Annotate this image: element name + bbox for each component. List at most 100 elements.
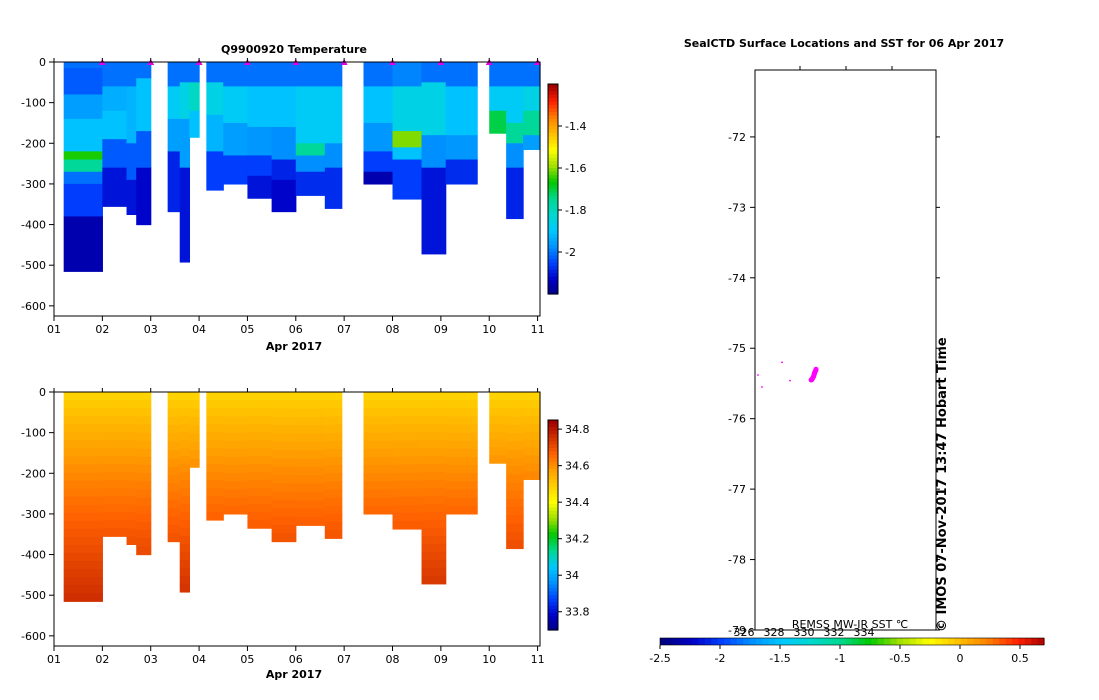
temperature-xtick-label: 06 bbox=[289, 323, 303, 336]
temperature-cell bbox=[63, 151, 103, 161]
salinity-cell bbox=[295, 483, 326, 493]
salinity-cell bbox=[506, 490, 524, 500]
salinity-cell bbox=[126, 512, 137, 521]
temperature-xtick-label: 02 bbox=[95, 323, 109, 336]
sst-colorbar-step bbox=[922, 638, 930, 645]
temperature-colorbar-step bbox=[548, 157, 558, 162]
salinity-colorbar-step bbox=[548, 423, 558, 428]
salinity-cell bbox=[126, 504, 137, 513]
salinity-cell bbox=[295, 392, 326, 401]
salinity-cell bbox=[363, 497, 394, 507]
salinity-colorbar-step bbox=[548, 595, 558, 600]
salinity-xtick-label: 03 bbox=[144, 653, 158, 666]
temperature-cell bbox=[421, 62, 447, 83]
salinity-colorbar-step bbox=[548, 521, 558, 526]
salinity-cell bbox=[63, 392, 103, 401]
sst-colorbar-step bbox=[1012, 638, 1019, 645]
temperature-colorbar-step bbox=[548, 238, 558, 243]
salinity-cell bbox=[136, 546, 152, 556]
salinity-cell bbox=[63, 416, 103, 425]
salinity-cell bbox=[126, 448, 137, 457]
temperature-cell bbox=[63, 68, 103, 96]
salinity-cell bbox=[445, 424, 478, 434]
salinity-colorbar-step bbox=[548, 476, 558, 481]
salinity-colorbar-step bbox=[548, 623, 558, 628]
salinity-cell bbox=[324, 497, 343, 507]
salinity-cell bbox=[489, 407, 507, 417]
temperature-cells bbox=[63, 62, 541, 272]
sst-colorbar-label: REMSS MW-IR SST ℃ bbox=[792, 618, 908, 631]
salinity-cell bbox=[363, 432, 394, 442]
temperature-colorbar-step bbox=[548, 196, 558, 201]
salinity-cell bbox=[489, 455, 507, 464]
temperature-xtick-label: 01 bbox=[47, 323, 61, 336]
temperature-cell bbox=[179, 167, 191, 263]
salinity-cell bbox=[189, 442, 200, 452]
salinity-cell bbox=[506, 416, 524, 426]
salinity-colorbar-step bbox=[548, 479, 558, 484]
temperature-cell bbox=[489, 86, 507, 112]
salinity-cell bbox=[167, 433, 181, 443]
salinity-colorbar-step bbox=[548, 518, 558, 523]
salinity-cell bbox=[506, 408, 524, 418]
salinity-cell bbox=[392, 480, 423, 490]
salinity-cell bbox=[421, 527, 447, 537]
salinity-cell bbox=[179, 551, 191, 561]
temperature-colorbar-step bbox=[548, 248, 558, 253]
salinity-colorbar-tick-label: 34.8 bbox=[565, 423, 590, 436]
salinity-cell bbox=[167, 450, 181, 460]
temperature-cell bbox=[189, 110, 200, 138]
sst-colorbar-step bbox=[666, 638, 674, 645]
temperature-colorbar-step bbox=[548, 266, 558, 271]
temperature-colorbar-step bbox=[548, 87, 558, 92]
salinity-cell bbox=[126, 424, 137, 433]
salinity-cell bbox=[523, 439, 541, 449]
temperature-cell bbox=[126, 179, 137, 215]
salinity-cell bbox=[506, 531, 524, 541]
temperature-cell bbox=[271, 127, 297, 161]
salinity-colorbar-step bbox=[548, 455, 558, 460]
salinity-colorbar-step bbox=[548, 619, 558, 624]
salinity-colorbar-step bbox=[548, 525, 558, 530]
salinity-cell bbox=[523, 431, 541, 441]
temperature-xtick-label: 07 bbox=[337, 323, 351, 336]
salinity-cell bbox=[223, 400, 249, 409]
salinity-cell bbox=[102, 512, 128, 521]
salinity-cell bbox=[206, 432, 224, 441]
salinity-colorbar-step bbox=[548, 483, 558, 488]
salinity-cell bbox=[363, 424, 394, 434]
salinity-cell bbox=[247, 432, 273, 441]
salinity-cell bbox=[324, 505, 343, 515]
salinity-cell bbox=[363, 416, 394, 426]
salinity-cell bbox=[421, 439, 447, 449]
sst-colorbar-step bbox=[884, 638, 891, 645]
salinity-cell bbox=[506, 466, 524, 475]
temperature-cell bbox=[324, 143, 343, 169]
salinity-cell bbox=[363, 440, 394, 450]
salinity-cell bbox=[506, 457, 524, 467]
salinity-cell bbox=[167, 524, 181, 534]
sst-colorbar-step bbox=[954, 638, 962, 645]
sst-colorbar-step bbox=[890, 638, 898, 645]
temperature-xtick-label: 11 bbox=[531, 323, 545, 336]
salinity-cell bbox=[206, 488, 224, 497]
sst-colorbar-step bbox=[762, 638, 770, 645]
salinity-ytick-label: 0 bbox=[39, 386, 46, 399]
sst-colorbar-step bbox=[1037, 638, 1045, 645]
temperature-xtick-label: 09 bbox=[434, 323, 448, 336]
sst-colorbar-step bbox=[756, 638, 763, 645]
salinity-ytick-label: -200 bbox=[21, 467, 46, 480]
temperature-cell bbox=[392, 131, 423, 148]
salinity-cell bbox=[63, 408, 103, 417]
salinity-cell bbox=[223, 465, 249, 474]
temperature-cell bbox=[102, 167, 128, 207]
salinity-cell bbox=[63, 488, 103, 498]
salinity-colorbar-step bbox=[548, 581, 558, 586]
temperature-cell bbox=[179, 118, 191, 169]
salinity-colorbar-step bbox=[548, 444, 558, 449]
sst-colorbar-step bbox=[820, 638, 827, 645]
salinity-cell bbox=[102, 488, 128, 497]
salinity-cell bbox=[179, 463, 191, 473]
salinity-colorbar-step bbox=[548, 574, 558, 579]
salinity-cell bbox=[63, 400, 103, 409]
